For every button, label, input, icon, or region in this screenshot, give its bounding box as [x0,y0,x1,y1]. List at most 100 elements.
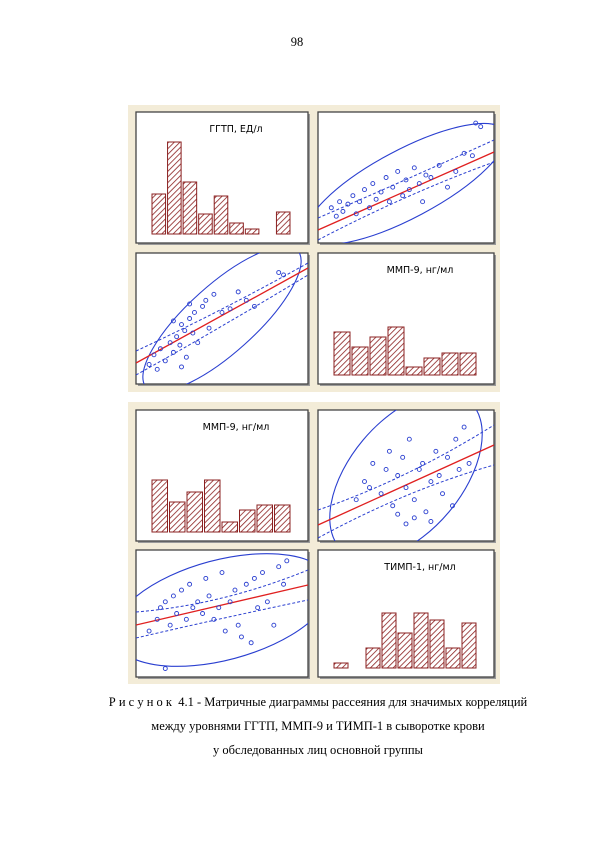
scatter-point [436,473,442,478]
scatter-point [243,297,249,303]
scatter-point [428,175,434,180]
panel [135,549,310,679]
panel: ММП-9, нг/мл [135,409,310,543]
scatter-point [281,581,287,587]
scatter-point [370,460,376,466]
confidence-band [136,262,308,352]
scatter-point [248,640,254,646]
scatter-point [411,515,417,521]
scatter-point [353,211,359,217]
scatter-point [179,587,184,593]
fit-decoration [136,553,308,667]
confidence-band [318,139,494,219]
histogram-bar [204,479,221,533]
scatter-point [423,509,429,515]
scatter-point [190,330,196,336]
scatter-point [187,581,193,587]
histogram-bar [405,366,423,376]
scatter-point [170,318,176,324]
scatter-point [461,150,467,156]
scatter-point [357,199,362,205]
histogram-bar [381,612,397,669]
panel [317,111,496,245]
scatter-point [200,303,206,309]
scatter-point [151,352,157,358]
histogram-bar [351,346,369,376]
fit-decoration [318,122,494,243]
scatter-point [190,605,196,611]
scatter-point [206,325,212,331]
scatter-point [243,581,249,587]
regression-line [136,267,308,364]
scatter-point [340,208,346,214]
scatter-point [211,616,217,622]
scatter-point [362,479,367,485]
scatter-point [383,175,389,180]
scatter-point [187,316,193,321]
scatter-point [192,310,197,315]
scatter-point [251,575,257,581]
scatter-point [367,485,372,491]
scatter-point [227,599,233,605]
scatter-point [383,467,389,472]
scatter-point [195,340,201,346]
scatter-point [395,473,401,478]
scatter-point [337,199,343,205]
scatter-point [478,124,484,130]
histogram-bar [256,504,273,533]
panel-label: ММП-9, нг/мл [203,422,270,433]
scatter-point [453,436,459,442]
confidence-ellipse [318,122,494,243]
scatter-point [170,593,176,599]
scatter-point [367,205,372,211]
histogram-bar [423,357,441,376]
scatter-point [154,366,160,372]
scatter-point [170,349,176,355]
scatter-point [445,184,450,190]
scatter-point [469,153,475,159]
scatter-point [276,564,282,570]
scatter-point [260,570,265,575]
histogram-bar [333,662,349,669]
scatter-point [203,575,209,581]
histogram-bar [239,509,256,533]
scatter-point [411,497,417,503]
scatter-point [403,485,409,491]
scatter-point [436,162,442,168]
scatter-point [232,587,238,593]
scatter-point [390,184,396,190]
panel-frame [135,549,309,678]
scatter-point [179,322,184,328]
scatter-point [370,181,376,187]
histogram-bar [151,193,167,235]
scatter-point [420,199,426,205]
scatter-point [406,187,412,193]
scatter-point [378,189,384,195]
scatter-point [154,616,160,622]
confidence-ellipse [142,253,302,384]
panel [135,252,310,386]
panel-label: ТИМП-1, нг/мл [383,562,455,573]
scatter-point [219,570,225,575]
histogram-bar [459,352,477,376]
histogram-bar [221,521,238,533]
panel-frame [135,252,309,385]
scatter-point [162,666,168,671]
scatter-point [461,424,467,430]
panel-label: ММП-9, нг/мл [387,265,454,276]
scatter-point [403,177,409,183]
confidence-band [318,424,494,511]
confidence-band [318,161,494,241]
scatter-point [182,328,188,334]
scatter-point [227,306,233,312]
scatter-point [390,503,396,509]
scatter-point [222,628,228,634]
scatter-point [428,479,434,485]
histogram-bar [182,181,198,235]
scatter-point [264,599,270,605]
fit-decoration [136,253,308,384]
scatter-point [433,448,439,454]
panel-label: ГГТП, ЕД/л [209,124,262,135]
caption-line: между уровнями ГГТП, ММП-9 и ТИМП-1 в сы… [151,719,485,733]
panel: ММП-9, нг/мл [317,252,496,386]
